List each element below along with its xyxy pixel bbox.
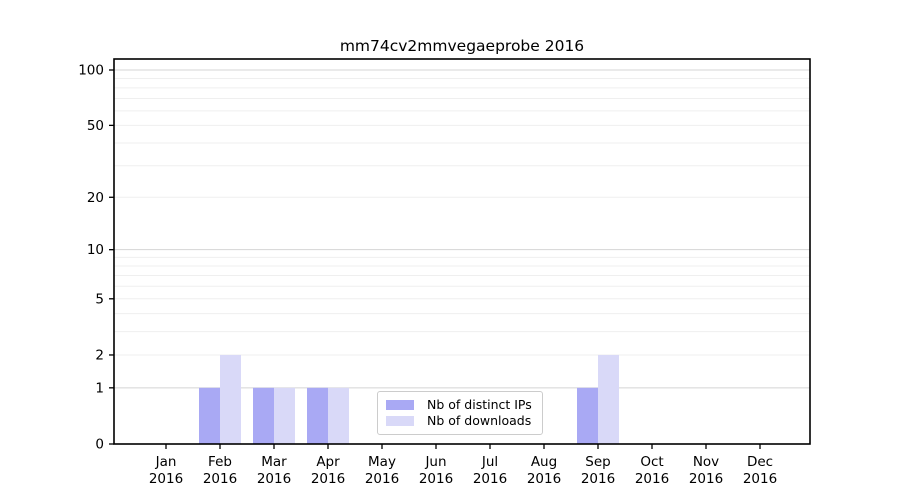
y-tick-label: 100: [78, 63, 104, 79]
y-tick-label: 0: [95, 437, 104, 453]
bar-feb-downloads: [220, 354, 241, 444]
x-tick-label-year: 2016: [473, 471, 507, 487]
x-tick-label-month: Jul: [481, 454, 498, 470]
x-tick-label-month: Mar: [261, 454, 287, 470]
x-tick-label-month: Jan: [155, 454, 177, 470]
x-tick-label-year: 2016: [311, 471, 345, 487]
x-tick-label-month: Oct: [640, 454, 663, 470]
legend-swatch-downloads: [386, 416, 414, 426]
legend-swatch-distinct-ips: [386, 400, 414, 410]
y-tick-label: 50: [87, 118, 104, 134]
legend-label-distinct-ips: Nb of distinct IPs: [427, 397, 532, 412]
y-tick-label: 20: [87, 190, 104, 206]
x-tick-label-year: 2016: [203, 471, 237, 487]
legend-box: Nb of distinct IPs Nb of downloads: [377, 391, 543, 435]
x-tick-label-year: 2016: [419, 471, 453, 487]
y-tick-label: 1: [95, 380, 104, 396]
x-tick-label-month: Apr: [316, 454, 340, 470]
x-tick-label-year: 2016: [257, 471, 291, 487]
plot-border: [113, 58, 811, 445]
bar-sep-downloads: [598, 354, 619, 444]
y-tick-label: 2: [95, 347, 104, 363]
legend-label-downloads: Nb of downloads: [427, 413, 532, 428]
chart-title: mm74cv2mmvegaeprobe 2016: [339, 37, 585, 55]
y-tick-label: 10: [87, 242, 104, 258]
x-tick-label-month: Sep: [585, 454, 610, 470]
y-tick-label: 5: [95, 291, 104, 307]
x-tick-label-year: 2016: [635, 471, 669, 487]
x-tick-label-month: Aug: [531, 454, 557, 470]
bar-mar-downloads: [274, 387, 295, 444]
x-tick-label-year: 2016: [149, 471, 183, 487]
legend-row-distinct-ips: Nb of distinct IPs: [386, 398, 533, 412]
legend-row-downloads: Nb of downloads: [386, 414, 533, 428]
x-tick-label-year: 2016: [689, 471, 723, 487]
bar-sep-distinct-ips: [577, 387, 598, 444]
x-tick-label-year: 2016: [743, 471, 777, 487]
x-tick-label-year: 2016: [365, 471, 399, 487]
bar-mar-distinct-ips: [253, 387, 274, 444]
bar-apr-downloads: [328, 387, 349, 444]
x-tick-label-month: May: [368, 454, 396, 470]
bar-feb-distinct-ips: [199, 387, 220, 444]
x-tick-label-month: Dec: [747, 454, 773, 470]
x-tick-label-month: Jun: [424, 454, 446, 470]
x-tick-label-month: Feb: [208, 454, 232, 470]
x-tick-label-month: Nov: [693, 454, 719, 470]
bar-apr-distinct-ips: [307, 387, 328, 444]
x-tick-label-year: 2016: [581, 471, 615, 487]
x-tick-label-year: 2016: [527, 471, 561, 487]
